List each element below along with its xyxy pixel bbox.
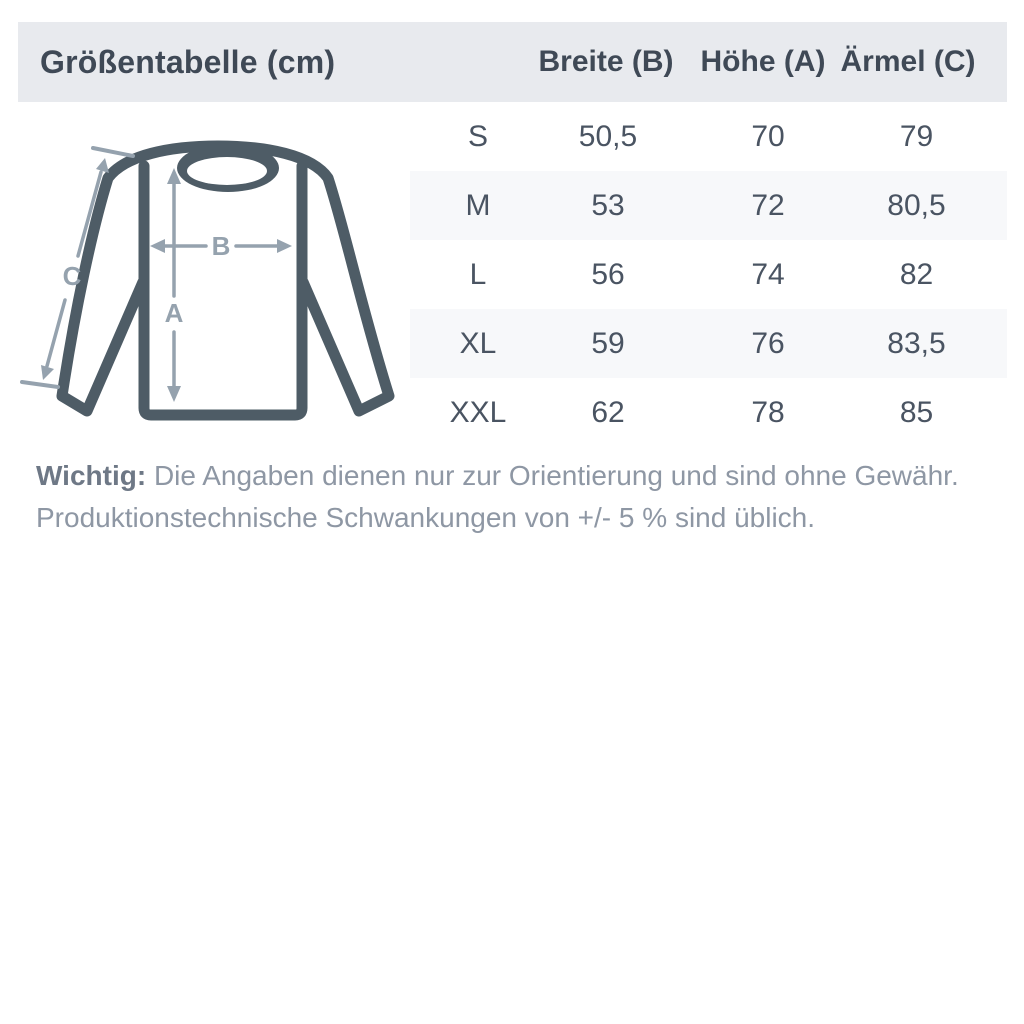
collar-opening <box>187 157 267 185</box>
sleeves-and-shoulders-outline <box>56 140 395 417</box>
width-arrowhead-left <box>150 239 165 253</box>
size-table-body: S 50,5 70 79 M 53 72 80,5 L 56 74 82 XL 59 76 83,5 XXL 62… <box>410 102 1007 447</box>
table-row: XL 59 76 83,5 <box>410 309 1007 378</box>
value-cell: 82 <box>899 257 934 291</box>
value-cell: 70 <box>751 119 785 153</box>
value-cell: 80,5 <box>887 188 946 222</box>
note-label: Wichtig: <box>36 460 147 491</box>
note-text-1: Die Angaben dienen nur zur Orientierung … <box>153 460 959 491</box>
table-row: L 56 74 82 <box>410 240 1007 309</box>
table-header: Größentabelle (cm) Breite (B) Höhe (A) Ä… <box>18 22 1007 102</box>
value-cell: 56 <box>591 257 625 291</box>
value-cell: 53 <box>591 188 625 222</box>
value-cell: 72 <box>751 188 785 222</box>
height-arrowhead-up <box>167 168 181 184</box>
value-cell: 74 <box>751 257 785 291</box>
value-cell: 59 <box>591 326 625 360</box>
label-height-a: A <box>165 298 184 328</box>
page-title: Größentabelle (cm) <box>40 43 336 80</box>
table-row: M 53 72 80,5 <box>410 171 1007 240</box>
sleeve-arrowhead-bottom <box>41 365 54 380</box>
value-cell: 50,5 <box>578 119 638 153</box>
value-cell: 85 <box>899 395 934 429</box>
value-cell: 78 <box>751 395 785 429</box>
value-cell: 76 <box>751 326 785 360</box>
size-cell: L <box>469 257 487 291</box>
value-cell: 83,5 <box>887 326 946 360</box>
size-cell: S <box>467 119 488 153</box>
sleeve-arrow-line <box>45 170 103 368</box>
column-header-aermel: Ärmel (C) <box>840 45 976 78</box>
label-sleeve-c: C <box>63 261 82 291</box>
sweater-sketch: A B C <box>20 140 395 421</box>
table-row: S 50,5 70 79 <box>410 102 1007 171</box>
width-arrowhead-right <box>277 239 292 253</box>
sleeve-end-ticks <box>20 146 135 389</box>
table-row: XXL 62 78 85 <box>410 378 1007 447</box>
body-outline <box>138 160 308 421</box>
size-cell: XL <box>459 326 497 360</box>
sweater-diagram: A B C <box>10 130 420 430</box>
sleeve-arrowhead-top <box>96 158 109 173</box>
label-width-b: B <box>212 231 231 261</box>
size-cell: XXL <box>449 395 507 429</box>
value-cell: 62 <box>591 395 625 429</box>
note-line-2: Produktionstechnische Schwankungen von +… <box>36 502 816 533</box>
height-arrowhead-down <box>167 386 181 402</box>
note-line-1: Wichtig: Die Angaben dienen nur zur Orie… <box>36 455 996 497</box>
column-header-breite: Breite (B) <box>538 45 674 78</box>
column-header-hoehe: Höhe (A) <box>700 45 826 78</box>
disclaimer-note: Wichtig: Die Angaben dienen nur zur Orie… <box>36 455 996 539</box>
size-cell: M <box>465 188 491 222</box>
value-cell: 79 <box>899 119 934 153</box>
